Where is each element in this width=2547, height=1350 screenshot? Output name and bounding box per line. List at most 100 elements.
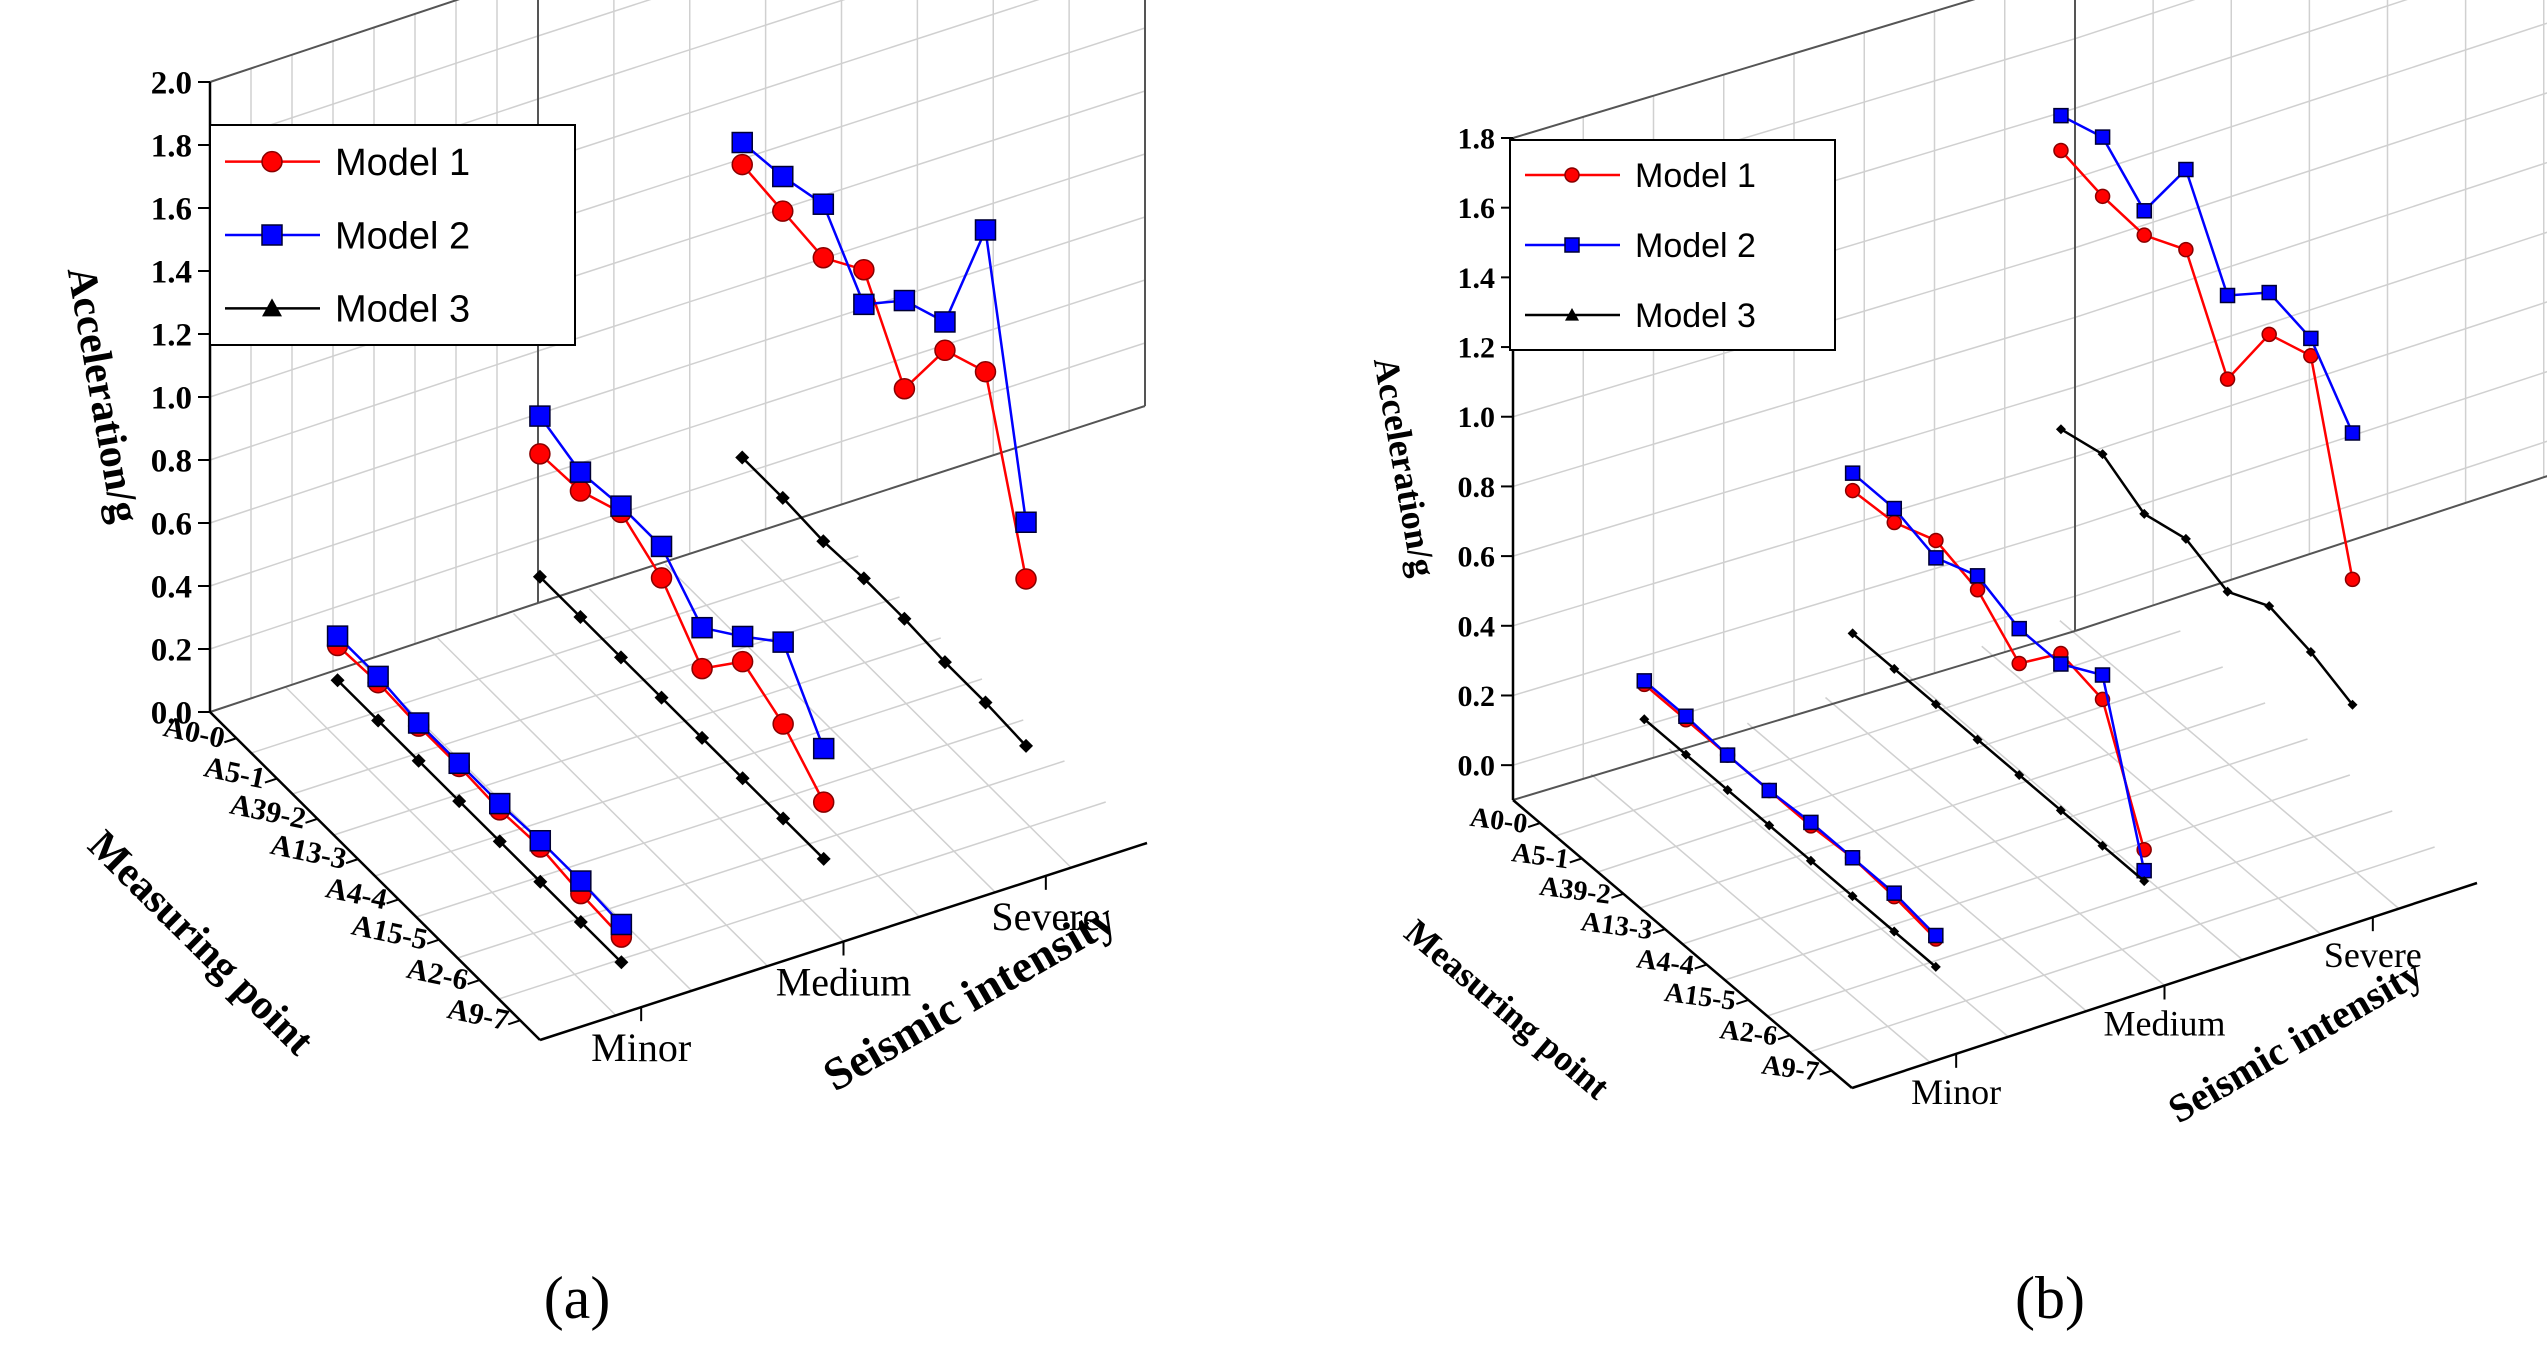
model-2-point-severe (2261, 284, 2277, 301)
intensity-label: Medium (2104, 1004, 2226, 1044)
gridline-floor (2059, 620, 2400, 910)
measuring-point-tick (1736, 999, 1749, 1005)
z-tick-label: 0.2 (151, 633, 192, 669)
measuring-point-axis-title: Measuring point (1397, 911, 1617, 1107)
measuring-point-tick (1569, 857, 1583, 864)
model-3-line-medium (539, 575, 825, 860)
gridline-floor (740, 539, 1072, 869)
model-1-point-severe (772, 200, 794, 222)
legend-label: Model 2 (1635, 227, 1756, 265)
model-3-point-severe (2264, 601, 2275, 612)
model-1-point-severe (974, 360, 997, 383)
model-1-line-medium (539, 452, 825, 803)
model-3-point-medium (1930, 699, 1941, 710)
model-1-point-medium (1928, 532, 1944, 549)
gridline-floor (416, 719, 1024, 918)
model-2-point-medium (1969, 568, 1986, 584)
gridline-floor (457, 760, 1065, 959)
model-3-point-severe (2055, 424, 2066, 435)
intensity-label: Severe (2324, 935, 2422, 975)
model-2-point-minor (407, 712, 430, 734)
model-2-point-medium (2053, 656, 2069, 672)
model-2-point-severe (2303, 330, 2319, 347)
model-1-point-severe (853, 258, 875, 281)
model-3-point-medium (776, 811, 791, 826)
model-1-point-severe (2261, 326, 2277, 343)
z-tick-label: 1.8 (1458, 123, 1496, 156)
gridline-floor (1724, 774, 2351, 981)
intensity-label: Minor (591, 1025, 691, 1070)
model-2-point-medium (610, 495, 632, 517)
measuring-point-label: A9-7 (1760, 1050, 1821, 1088)
measuring-point-tick (305, 817, 318, 824)
measuring-point-tick (1527, 822, 1541, 828)
measuring-point-axis-line (209, 711, 541, 1041)
model-2-point-severe (2178, 161, 2194, 178)
model-3-point-medium (695, 730, 710, 745)
model-3-point-medium (1847, 628, 1858, 639)
z-tick-label: 0.2 (1458, 680, 1496, 713)
model-1-line-severe (2060, 149, 2354, 580)
legend-label: Model 2 (335, 215, 470, 257)
model-2-point-minor (448, 752, 470, 775)
model-1-point-severe (2094, 188, 2111, 205)
gridline-floor (1903, 671, 2244, 961)
model-1-point-severe (2344, 571, 2361, 588)
z-tick-label: 1.8 (151, 129, 192, 165)
z-tick-label: 0.8 (151, 444, 192, 480)
wall-frame (1512, 630, 2076, 801)
model-1-point-severe (893, 378, 916, 400)
model-1-point-severe (2136, 227, 2153, 243)
measuring-point-label: A2-6 (404, 952, 471, 997)
measuring-point-tick (1652, 928, 1666, 935)
wall-frame (1512, 0, 1976, 139)
model-3-point-medium (1972, 734, 1983, 745)
legend-label: Model 3 (335, 289, 470, 331)
model-2-point-minor (1719, 747, 1736, 763)
model-3-point-severe (937, 655, 952, 670)
measuring-point-tick (1611, 892, 1624, 899)
gridline-floor (588, 588, 920, 918)
z-tick-label: 1.0 (151, 381, 192, 417)
measuring-point-label: A15-5 (1663, 977, 1738, 1017)
model-3-point-minor (1639, 714, 1650, 725)
model-2-point-minor (367, 665, 389, 688)
measuring-point-label: A5-1 (1510, 837, 1571, 875)
model-3-point-minor (1805, 855, 1816, 866)
model-3-line-minor (336, 679, 623, 964)
model-3-point-minor (533, 874, 548, 889)
model-3-point-medium (1889, 663, 1900, 674)
model-3-point-severe (816, 534, 831, 549)
legend-label: Model 3 (1635, 297, 1756, 335)
model-1-point-medium (772, 713, 794, 735)
acceleration-axis-title: Acceleration/g (1366, 354, 1444, 579)
model-1-point-severe (934, 339, 956, 362)
model-1-point-severe (731, 153, 753, 176)
model-2-point-minor (529, 829, 552, 852)
model-2-point-minor (1844, 850, 1861, 866)
model-1-point-medium (1844, 482, 1861, 499)
wall-frame (209, 0, 460, 83)
model-3-line-severe (741, 456, 1027, 747)
model-2-point-medium (1928, 550, 1944, 566)
z-tick-label: 1.4 (1458, 262, 1496, 295)
model-2-point-medium (812, 737, 835, 760)
gridline-back-right (2074, 440, 2547, 597)
model-3-point-minor (573, 914, 588, 929)
legend-marker (261, 224, 283, 246)
model-2-point-minor (610, 913, 633, 936)
panel-label: (a) (544, 1265, 611, 1331)
z-tick-label: 1.0 (1458, 401, 1496, 434)
gridline-floor (1981, 645, 2322, 935)
model-1-point-medium (731, 650, 754, 673)
model-2-point-severe (2053, 107, 2069, 124)
model-2-point-severe (2094, 129, 2111, 145)
z-tick-label: 1.2 (1458, 332, 1496, 365)
model-2-point-minor (1678, 708, 1694, 724)
model-2-point-medium (1886, 500, 1903, 517)
model-2-point-minor (1761, 782, 1777, 799)
model-3-point-minor (411, 753, 426, 768)
model-3-point-medium (2014, 769, 2025, 780)
measuring-point-tick (224, 737, 237, 744)
